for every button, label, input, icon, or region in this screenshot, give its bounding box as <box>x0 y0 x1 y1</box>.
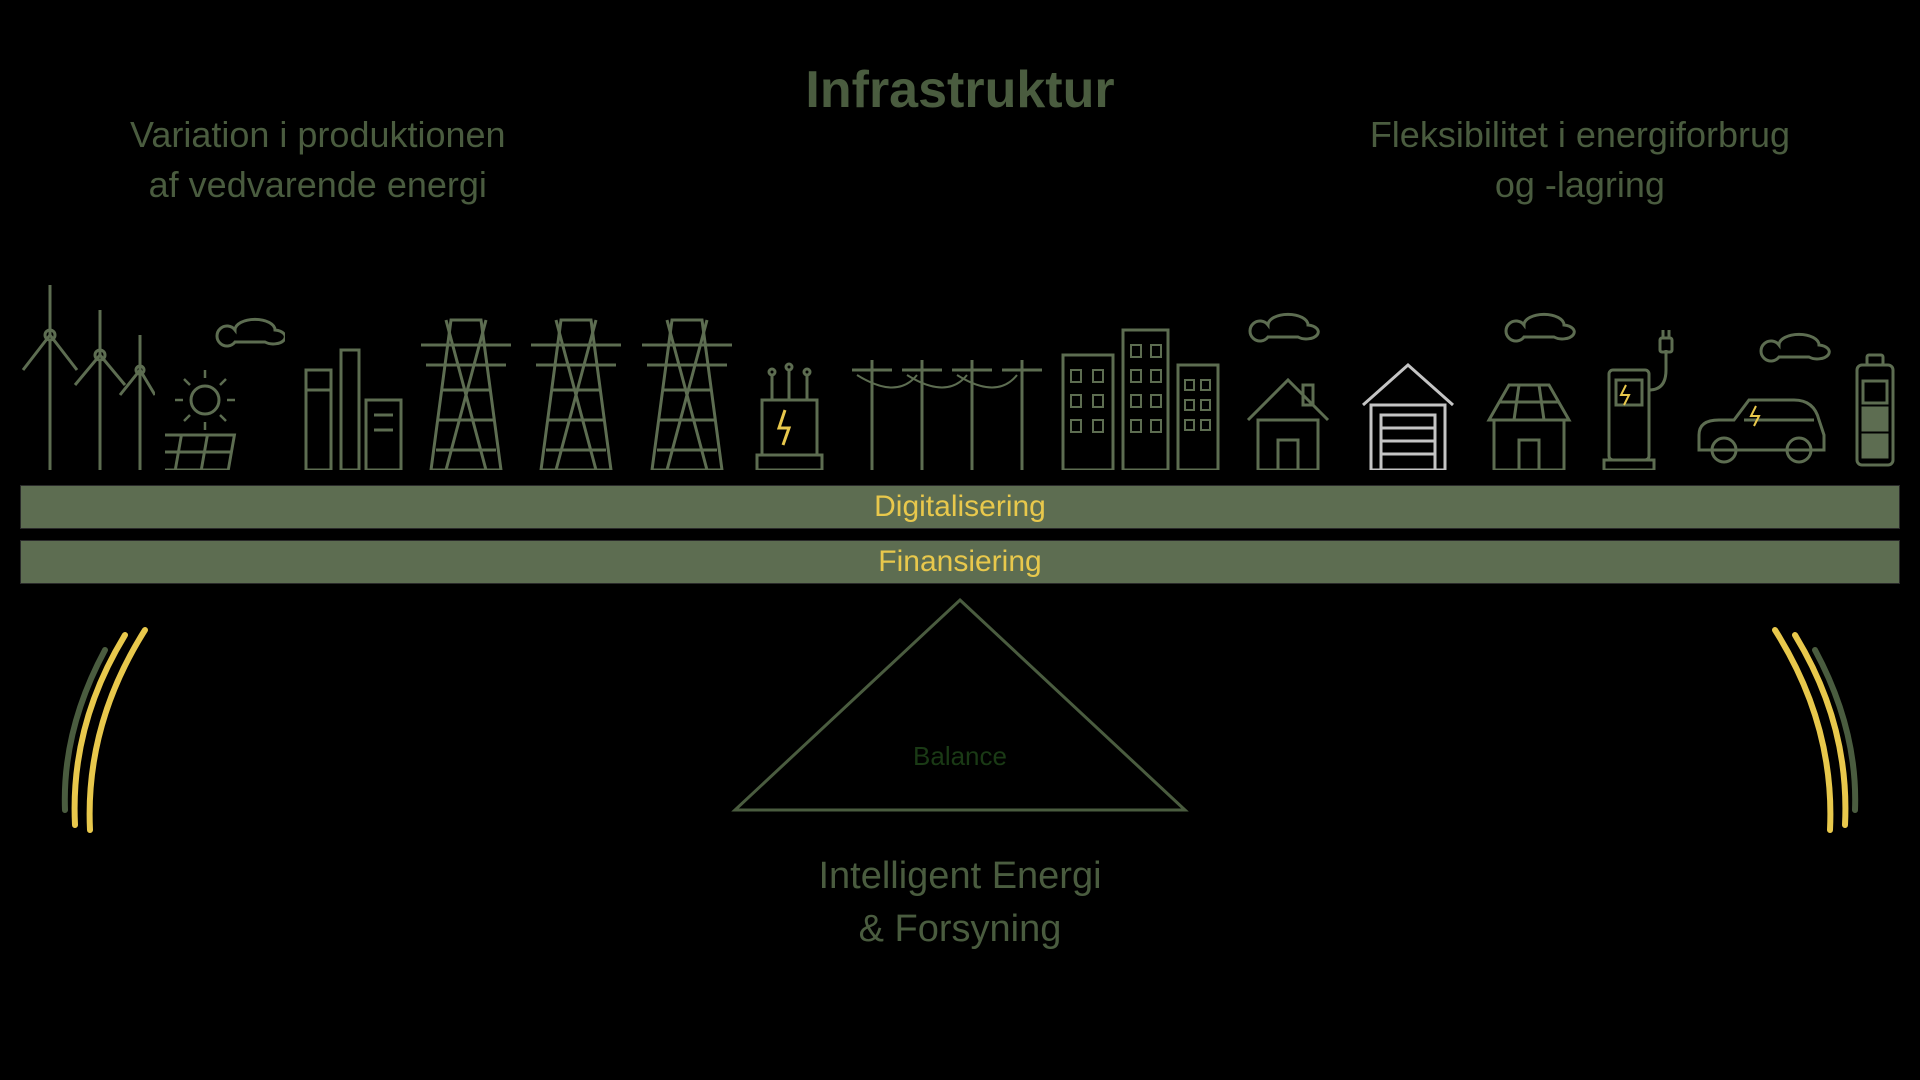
arc-right-icon <box>1750 625 1870 835</box>
solar-panel-icon <box>165 290 285 470</box>
battery-icon <box>1845 340 1905 470</box>
bottom-line1: Intelligent Energi <box>818 855 1101 897</box>
power-lines-icon <box>842 330 1042 470</box>
subtitle-right-line1: Fleksibilitet i energiforbrug <box>1370 114 1790 155</box>
fulcrum-label-text: Balance <box>913 741 1007 771</box>
pylon-icon <box>526 310 626 470</box>
bottom-label: Intelligent Energi & Forsyning <box>818 850 1101 956</box>
buildings-icon <box>1053 300 1223 470</box>
factory-icon <box>296 300 406 470</box>
main-title: Infrastruktur <box>805 60 1114 120</box>
arc-left-icon <box>50 625 170 835</box>
subtitle-left-line1: Variation i produktionen <box>130 114 506 155</box>
bar-digitalisering: Digitalisering <box>20 485 1900 529</box>
bar-1-label: Digitalisering <box>874 490 1046 524</box>
house-icon <box>1233 300 1343 470</box>
bottom-line2: & Forsyning <box>859 908 1062 950</box>
pylon-icon <box>416 310 516 470</box>
pylon-icon <box>637 310 737 470</box>
ev-car-icon <box>1684 320 1834 470</box>
garage-icon <box>1353 350 1463 470</box>
fulcrum-triangle: Balance <box>725 595 1195 815</box>
bar-2-label: Finansiering <box>878 545 1041 579</box>
ev-charger-icon <box>1594 320 1674 470</box>
solar-house-icon <box>1474 300 1584 470</box>
subtitle-right-line2: og -lagring <box>1495 164 1665 205</box>
subtitle-left: Variation i produktionen af vedvarende e… <box>130 110 506 211</box>
subtitle-right: Fleksibilitet i energiforbrug og -lagrin… <box>1370 110 1790 211</box>
icon-row <box>10 280 1910 470</box>
wind-turbine-icon <box>15 280 155 470</box>
bar-finansiering: Finansiering <box>20 540 1900 584</box>
transformer-icon <box>747 350 832 470</box>
subtitle-left-line2: af vedvarende energi <box>149 164 487 205</box>
